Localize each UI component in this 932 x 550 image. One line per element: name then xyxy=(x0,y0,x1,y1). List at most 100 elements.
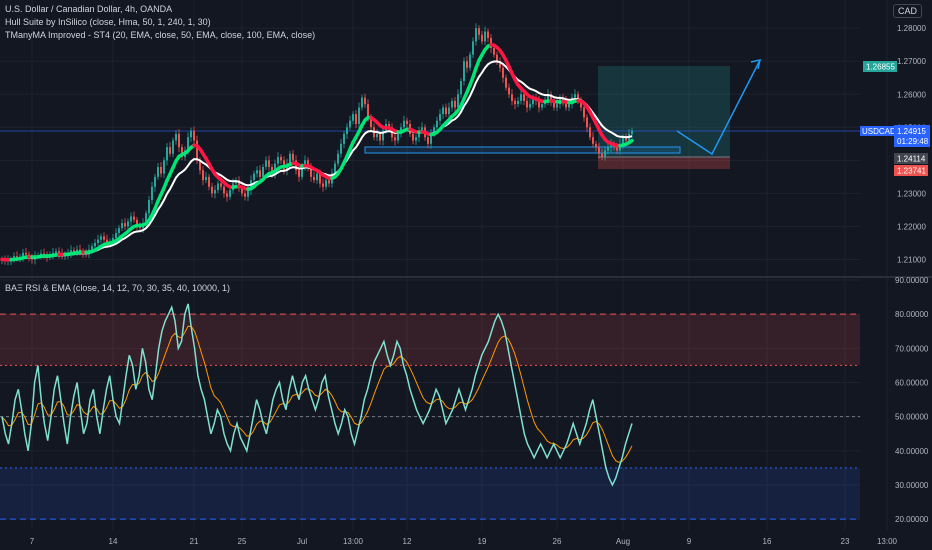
candle xyxy=(166,143,168,166)
candle xyxy=(346,123,348,139)
candle xyxy=(457,89,459,111)
price-pane[interactable] xyxy=(0,23,860,266)
candle xyxy=(520,89,522,105)
stop-zone[interactable] xyxy=(598,157,730,169)
candle xyxy=(190,127,192,143)
candle xyxy=(604,147,606,161)
candle xyxy=(472,37,474,59)
candle xyxy=(238,176,240,192)
candle xyxy=(607,143,609,155)
rsi-tick-label: 30.00000 xyxy=(895,481,929,490)
candle xyxy=(499,57,501,73)
candle xyxy=(157,162,159,180)
symbol-title[interactable]: U.S. Dollar / Canadian Dollar, 4h, OANDA xyxy=(5,4,173,14)
candle xyxy=(244,190,246,201)
rsi-tick-label: 70.00000 xyxy=(895,344,929,353)
candle xyxy=(343,130,345,149)
rsi-axis[interactable]: 90.00000 80.00000 70.00000 60.00000 50.00000… xyxy=(895,276,929,524)
candle xyxy=(178,128,180,153)
price-tick-label: 1.27000 xyxy=(897,57,926,66)
candle xyxy=(160,162,162,178)
candle xyxy=(502,62,504,83)
time-tick-label: 25 xyxy=(238,537,247,546)
candle xyxy=(478,25,480,40)
candle xyxy=(325,177,327,190)
candle xyxy=(313,171,315,184)
candle xyxy=(259,165,261,182)
candle xyxy=(595,140,597,152)
candle xyxy=(226,190,228,202)
candle xyxy=(487,28,489,43)
candle xyxy=(562,93,564,106)
support-zone[interactable] xyxy=(364,146,681,154)
candle xyxy=(256,166,258,178)
last-price: 1.24915 xyxy=(897,127,926,136)
rsi-tick-label: 50.00000 xyxy=(895,413,929,422)
candle xyxy=(181,144,183,161)
candle xyxy=(193,126,195,144)
candle xyxy=(529,99,531,111)
time-tick-label: Aug xyxy=(616,537,630,546)
hull-suite xyxy=(0,43,634,262)
candle xyxy=(415,134,417,145)
symbol-tag xyxy=(860,126,894,136)
candle xyxy=(439,109,441,125)
candle xyxy=(469,51,471,71)
candle xyxy=(451,97,453,112)
price-tick-label: 1.23000 xyxy=(897,189,926,198)
candle xyxy=(592,132,594,148)
price-tick-label: 1.21000 xyxy=(897,255,926,264)
oversold-zone xyxy=(0,467,860,520)
candle xyxy=(172,137,174,158)
hull-suite-legend[interactable]: Hull Suite by InSilico (close, Hma, 50, … xyxy=(5,17,211,27)
candle xyxy=(355,110,357,129)
candle xyxy=(253,170,255,184)
target-zone[interactable] xyxy=(598,66,730,157)
price-tags: 1.26855 USDCAD 1.24915 01:29:48 1.24114 … xyxy=(860,61,930,176)
candle xyxy=(268,155,270,171)
candle xyxy=(148,196,150,217)
candle xyxy=(175,129,177,145)
time-axis[interactable]: 7 14 21 25 Jul 13:00 12 19 26 Aug 9 16 23 13:00 xyxy=(30,537,898,546)
entry-price: 1.24114 xyxy=(897,155,926,164)
candle xyxy=(124,218,126,231)
candle xyxy=(376,128,378,141)
candle xyxy=(118,225,120,238)
time-tick-label: 16 xyxy=(763,537,772,546)
candle xyxy=(430,128,432,149)
many-ma-legend[interactable]: TManyMA Improved - ST4 (20, EMA, close, … xyxy=(5,30,316,40)
rsi-legend[interactable]: BAΞ RSI & EMA (close, 14, 12, 70, 30, 35… xyxy=(5,283,230,293)
currency-button[interactable]: CAD xyxy=(892,4,922,18)
candle xyxy=(481,30,483,45)
candle xyxy=(277,152,279,167)
candle xyxy=(442,104,444,120)
last-price-tag xyxy=(894,125,930,147)
candle xyxy=(553,96,555,111)
candle xyxy=(127,218,129,231)
projection-arrow-head xyxy=(750,59,761,70)
price-tick-label: 1.26000 xyxy=(897,90,926,99)
candle xyxy=(154,173,156,192)
time-tick-label: 13:00 xyxy=(877,537,898,546)
candle xyxy=(475,23,477,46)
projection-path[interactable] xyxy=(676,59,761,156)
candle xyxy=(436,116,438,131)
rsi-pane[interactable] xyxy=(0,303,860,520)
candle xyxy=(484,26,486,46)
rsi-tick-label: 90.00000 xyxy=(895,276,929,285)
candle xyxy=(349,115,351,131)
candle xyxy=(163,157,165,178)
rsi-tick-label: 20.00000 xyxy=(895,515,929,524)
candle xyxy=(589,123,591,141)
price-tick-label: 1.28000 xyxy=(897,24,926,33)
candle xyxy=(496,51,498,65)
target-price: 1.26855 xyxy=(866,63,895,72)
candle xyxy=(352,111,354,125)
candle xyxy=(550,91,552,106)
rsi-line xyxy=(1,303,633,487)
candle xyxy=(418,126,420,143)
time-tick-label: 19 xyxy=(478,537,487,546)
hull-segment xyxy=(627,138,634,145)
time-tick-label: 26 xyxy=(553,537,562,546)
